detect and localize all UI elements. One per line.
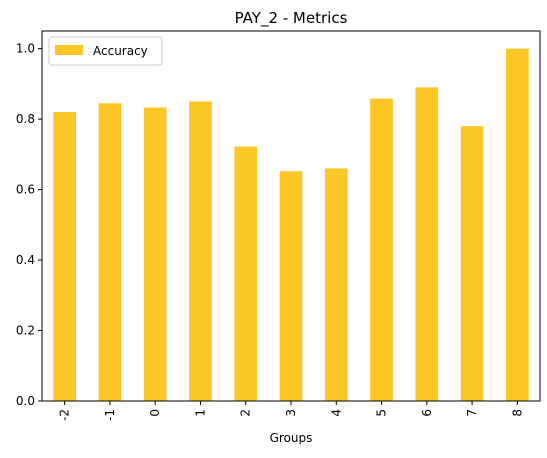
x-axis-label: Groups (270, 431, 313, 445)
y-tick-label: 0.4 (16, 253, 35, 267)
bar--1 (98, 103, 122, 402)
bar-6 (415, 87, 439, 401)
legend-label: Accuracy (93, 44, 148, 58)
bars (53, 48, 529, 402)
x-tick-label: 0 (148, 409, 162, 417)
x-tick-label: 6 (420, 409, 434, 417)
x-tick-label: 4 (329, 409, 343, 417)
x-tick-label: 7 (465, 409, 479, 417)
bar-3 (279, 171, 303, 401)
y-tick-label: 0.0 (16, 394, 35, 408)
bar-1 (189, 101, 212, 401)
bar-5 (370, 98, 393, 401)
x-axis-ticks: -2 -1 0 1 2 3 4 5 6 7 8 (58, 401, 524, 421)
x-tick-label: 2 (239, 409, 253, 417)
y-tick-label: 0.6 (16, 183, 35, 197)
x-tick-label: 8 (510, 409, 524, 417)
chart-title: PAY_2 - Metrics (235, 9, 348, 28)
x-tick-label: 1 (193, 409, 207, 417)
legend-swatch (55, 45, 83, 55)
y-tick-label: 0.2 (16, 324, 35, 338)
y-tick-label: 0.8 (16, 112, 35, 126)
y-axis-ticks: 0.0 0.2 0.4 0.6 0.8 1.0 (16, 42, 42, 408)
x-tick-label: 3 (284, 409, 298, 417)
legend-frame (48, 36, 163, 66)
bar-8 (506, 48, 529, 402)
x-tick-label: 5 (375, 409, 389, 417)
x-tick-label: -1 (103, 409, 117, 421)
bar-7 (460, 126, 484, 401)
legend: Accuracy (48, 36, 163, 66)
bar-4 (324, 168, 348, 401)
x-tick-label: -2 (58, 409, 72, 421)
bar-0 (143, 107, 167, 401)
bar-2 (234, 146, 258, 401)
bar--2 (53, 112, 76, 402)
y-tick-label: 1.0 (16, 42, 35, 56)
